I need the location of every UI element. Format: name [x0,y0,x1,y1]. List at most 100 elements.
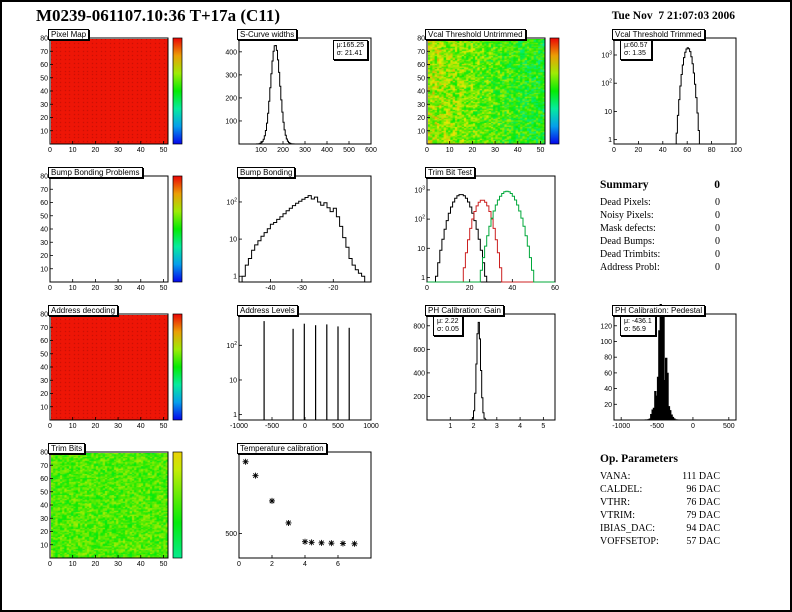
op-parameters-title: Op. Parameters [600,453,678,465]
x-tick-label: 50 [160,147,168,154]
y-tick-label: 300 [225,72,237,79]
y-tick-label: 20 [40,529,48,536]
x-tick-label: 50 [537,147,545,154]
x-tick-label: 50 [160,285,168,292]
op-parameters-rows: VANA: 111 DAC CALDEL: 96 DAC VTHR: 76 DAC VTRI… [600,470,720,548]
x-tick-label: 4 [303,561,307,568]
op-parameters-panel: Op. Parameters VANA: 111 DAC CALDEL: 96 DAC… [600,452,720,564]
x-tick-label: 30 [114,561,122,568]
y-tick-label: 60 [604,370,612,377]
x-tick-label: 30 [114,147,122,154]
colorbar [172,451,183,559]
x-tick-label: 0 [48,285,52,292]
star-marker [328,540,335,547]
star-marker [318,539,325,546]
plot-frame [238,175,372,283]
summary-panel: Summary 0 Dead Pixels: 0 Noisy Pixels: 0 Mas… [600,178,720,290]
x-tick-label: -40 [265,285,275,292]
y-tick-label: 40 [40,365,48,372]
y-tick-label: 50 [40,351,48,358]
op-parameter-row: VTHR: 76 DAC [600,496,720,509]
histogram-curve [239,45,371,145]
x-tick-label: 20 [91,285,99,292]
panel-title: PH Calibration: Pedestal [612,305,706,316]
marker-line [309,539,315,545]
x-tick-label: 300 [299,147,311,154]
panel-vcal-threshold-untrimmed: Vcal Threshold Untrimmed 0 10 20 30 40 50 10 20… [399,28,571,160]
x-tick-label: 5 [541,423,545,430]
stats-line: σ: 1.35 [624,50,646,57]
x-tick-label: 0 [48,423,52,430]
x-tick-label: 0 [48,147,52,154]
y-tick-label: 70 [40,187,48,194]
y-tick-label: 10 [40,266,48,273]
panel-title: S-Curve widths [237,29,298,40]
y-tick-label: 1 [421,275,425,282]
summary-row-value: 0 [715,223,720,234]
summary-row-label: Address Probl: [600,262,660,273]
x-tick-label: -500 [265,423,279,430]
op-parameter-row-value: 76 DAC [686,497,720,508]
temperature-calibration-chart: 0 2 4 6 500 [225,451,372,568]
colorbar [172,175,183,283]
x-tick-label: 30 [114,423,122,430]
y-tick-label: 80 [417,36,425,43]
y-tick-label: 80 [604,355,612,362]
y-tick-label: 800 [413,323,425,330]
pixel-map-field [50,38,168,144]
star-marker [351,540,358,547]
y-tick-label: 102 [226,197,237,206]
star-marker [308,539,315,546]
y-tick-label: 80 [40,450,48,457]
y-tick-label: 50 [40,75,48,82]
panel-bump-bonding-problems: Bump Bonding Problems 0 10 20 30 40 50 10 20 30 4… [22,166,194,298]
summary-row-label: Dead Trimbits: [600,249,661,260]
histogram-curve [427,199,555,283]
y-tick-label: 10 [417,128,425,135]
x-tick-label: 50 [160,561,168,568]
stats-line: μ:60.57 [624,42,648,49]
y-tick-label: 103 [601,50,612,59]
plot-frame [49,175,169,283]
y-tick-label: 200 [413,394,425,401]
op-parameter-row-value: 94 DAC [686,523,720,534]
y-tick-label: 600 [413,347,425,354]
summary-row: Address Probl: 0 [600,261,720,274]
y-tick-label: 30 [40,240,48,247]
y-tick-label: 10 [229,377,237,384]
y-tick-label: 60 [40,200,48,207]
ph-calibration-pedestal-chart: -1000 -500 0 500 20 40 60 80 100 120 [600,304,737,430]
stats-box: μ:60.57 σ: 1.35 [620,40,652,60]
y-tick-label: 50 [40,489,48,496]
x-tick-label: 4 [518,423,522,430]
panel-address-levels: Address Levels -1000 -500 0 500 1000 1 10 102 [211,304,379,436]
panel-ph-calibration-gain: PH Calibration: Gain 1 2 3 4 5 200 400 600 800 μ… [399,304,563,436]
panel-title: PH Calibration: Gain [425,305,504,316]
y-tick-label: 20 [40,253,48,260]
y-tick-label: 60 [40,62,48,69]
histogram-curve [427,321,555,421]
op-parameter-row-label: VOFFSETOP: [600,536,659,547]
x-tick-label: 2 [472,423,476,430]
op-parameter-row-label: VTRIM: [600,510,635,521]
x-tick-label: 3 [495,423,499,430]
op-parameter-row: VOFFSETOP: 57 DAC [600,535,720,548]
s-curve-widths-chart: 100 200 300 400 500 600 100 200 300 400 [225,37,377,154]
colorbar [172,313,183,421]
x-tick-label: 400 [321,147,333,154]
summary-row-value: 0 [715,249,720,260]
bump-bonding-chart: -40 -30 -20 1 10 102 [226,175,372,292]
panel-title: Trim Bits [48,443,86,454]
x-tick-label: 40 [137,285,145,292]
x-tick-label: 200 [277,147,289,154]
y-tick-label: 60 [40,476,48,483]
marker-line [318,540,325,546]
x-tick-label: 0 [425,147,429,154]
panel-title: Vcal Threshold Trimmed [612,29,705,40]
x-tick-label: 0 [612,147,616,154]
y-tick-label: 10 [40,542,48,549]
y-tick-label: 1 [233,274,237,281]
x-tick-label: 10 [446,147,454,154]
y-tick-label: 500 [225,531,237,538]
